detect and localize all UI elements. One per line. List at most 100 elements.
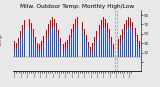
Bar [137,43,138,57]
Bar [124,33,125,57]
Bar [130,18,131,57]
Bar [33,29,34,57]
Bar [101,30,102,57]
Bar [65,42,66,57]
Bar [54,19,55,57]
Bar [105,28,106,57]
Bar [16,43,17,57]
Bar [96,40,97,57]
Bar [124,24,125,57]
Bar [88,42,89,57]
Bar [120,35,121,57]
Bar [27,26,28,57]
Bar [31,31,32,57]
Bar [84,29,85,57]
Bar [29,19,30,57]
Bar [22,25,23,57]
Bar [33,37,34,57]
Bar [67,40,68,57]
Bar [113,52,114,57]
Bar [92,52,93,57]
Bar [73,33,74,57]
Bar [67,48,68,57]
Bar [52,27,53,57]
Bar [101,20,102,57]
Bar [22,34,23,57]
Bar [94,37,95,57]
Bar [77,25,78,57]
Bar [86,43,87,57]
Bar [46,30,47,57]
Bar [27,18,28,57]
Bar [69,44,70,57]
Bar [107,23,108,57]
Text: Outdoor
Temp: Outdoor Temp [0,31,3,51]
Bar [39,44,40,57]
Bar [29,27,30,57]
Bar [41,41,42,57]
Bar [18,45,19,57]
Bar [50,29,51,57]
Bar [111,45,112,57]
Bar [94,46,95,57]
Bar [107,32,108,57]
Bar [14,41,15,57]
Bar [90,47,91,57]
Bar [128,17,129,57]
Bar [52,17,53,57]
Bar [20,31,21,57]
Bar [18,38,19,57]
Bar [84,36,85,57]
Bar [90,55,91,57]
Bar [31,23,32,57]
Bar [63,44,64,57]
Bar [122,39,123,57]
Bar [37,49,38,57]
Bar [37,43,38,57]
Bar [71,38,72,57]
Bar [58,38,59,57]
Bar [35,43,36,57]
Bar [35,37,36,57]
Bar [88,49,89,57]
Bar [56,31,57,57]
Bar [69,35,70,57]
Bar [135,37,136,57]
Bar [86,35,87,57]
Bar [58,30,59,57]
Bar [132,31,133,57]
Bar [99,35,100,57]
Bar [60,45,61,57]
Bar [139,49,140,57]
Bar [82,22,83,57]
Bar [139,41,140,57]
Bar [109,29,110,57]
Bar [16,49,17,57]
Bar [24,29,25,57]
Bar [73,24,74,57]
Bar [54,27,55,57]
Bar [41,50,42,57]
Bar [56,23,57,57]
Bar [20,39,21,57]
Bar [118,39,119,57]
Bar [120,44,121,57]
Bar [92,43,93,57]
Bar [46,40,47,57]
Bar [113,44,114,57]
Bar [71,29,72,57]
Bar [65,50,66,57]
Bar [130,27,131,57]
Bar [75,19,76,57]
Bar [109,38,110,57]
Bar [39,52,40,57]
Bar [122,29,123,57]
Bar [105,19,106,57]
Bar [75,28,76,57]
Bar [48,25,49,57]
Bar [60,38,61,57]
Bar [132,22,133,57]
Bar [103,27,104,57]
Bar [48,34,49,57]
Bar [99,25,100,57]
